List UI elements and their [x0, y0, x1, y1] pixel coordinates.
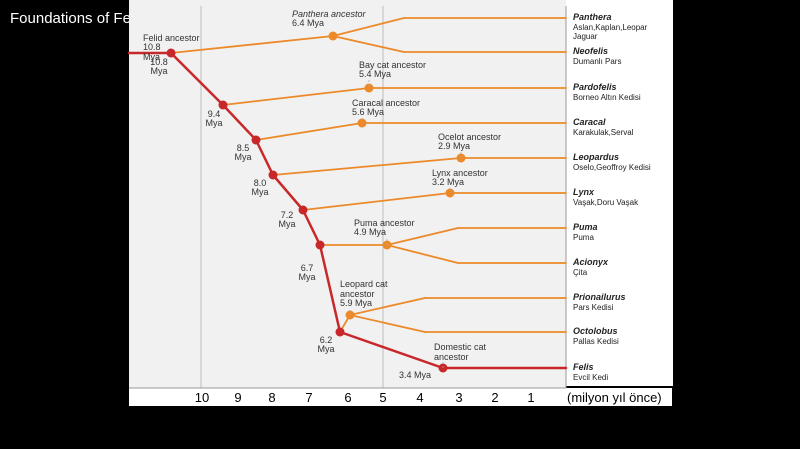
node-felid	[166, 48, 176, 58]
node-baycat	[364, 83, 374, 93]
node-mya-panthera: 6.4 Mya	[292, 18, 324, 28]
axis-tick-3: 3	[455, 390, 462, 405]
node-n80	[268, 170, 278, 180]
branch-panthera-up	[332, 17, 405, 37]
tip-common-acionyx: Çita	[573, 268, 588, 277]
node-mya-lynx: 3.2 Mya	[432, 177, 464, 187]
tip-genus-panthera: Panthera	[573, 12, 612, 22]
backbone-branch	[271, 173, 305, 212]
node-mya-n72: 7.2 Mya	[278, 210, 295, 229]
node-mya-n67: 6.7 Mya	[298, 263, 315, 282]
node-mya-leopardcat: 5.9 Mya	[340, 298, 372, 308]
backbone-branch	[169, 51, 225, 107]
plot-background	[129, 0, 566, 388]
node-label-baycat: Bay cat ancestor	[359, 60, 426, 70]
node-label-felid: Felid ancestor	[143, 33, 200, 43]
node-mya-n85: 8.5 Mya	[234, 143, 251, 162]
node-mya-ocelot: 2.9 Mya	[438, 141, 470, 151]
axis-tick-6: 6	[344, 390, 351, 405]
tip-common-pardofelis: Borneo Altın Kedisi	[573, 93, 641, 102]
tip-common-octolobus: Pallas Kedisi	[573, 337, 619, 346]
branch-panthera-down	[332, 35, 405, 53]
node-mya-felid: 10.8 Mya	[143, 42, 161, 62]
node-mya-puma: 4.9 Mya	[354, 227, 386, 237]
branch-leopardcat-up	[349, 297, 426, 316]
branch-felid-panthera	[170, 35, 334, 54]
branch-ocelot	[272, 157, 462, 176]
tip-common-felis: Evcil Kedi	[573, 373, 608, 382]
axis-tick-8: 8	[268, 390, 275, 405]
branch-domestic	[338, 330, 445, 370]
axis-tick-5: 5	[379, 390, 386, 405]
tip-common-puma: Puma	[573, 233, 594, 242]
node-n62	[335, 327, 345, 337]
tip-genus-neofelis: Neofelis	[573, 46, 608, 56]
node-panthera	[328, 31, 338, 41]
axis-tick-9: 9	[234, 390, 241, 405]
tip-common-neofelis: Dumanlı Pars	[573, 57, 621, 66]
tip-genus-octolobus: Octolobus	[573, 326, 618, 336]
node-label-lynx: Lynx ancestor	[432, 168, 488, 178]
node-n94	[218, 100, 228, 110]
node-n72	[298, 205, 308, 215]
tip-common-prionailurus: Pars Kedisi	[573, 303, 614, 312]
node-mya-caracal: 5.6 Mya	[352, 107, 384, 117]
axis-tick-10: 10	[195, 390, 209, 405]
tip-common-panthera: Aslan,Kaplan,Leopar Jaguar	[573, 23, 648, 41]
node-label-caracal: Caracal ancestor	[352, 98, 420, 108]
tip-genus-leopardus: Leopardus	[573, 152, 619, 162]
node-label-puma: Puma ancestor	[354, 218, 415, 228]
branch-leopardcat-down	[349, 314, 426, 333]
node-label-panthera: Panthera ancestor	[292, 9, 367, 19]
tip-genus-caracal: Caracal	[573, 117, 606, 127]
node-mya-felid: 10.8 Mya	[150, 57, 168, 76]
backbone-branch	[301, 208, 322, 247]
node-mya-n94: 9.4 Mya	[205, 109, 222, 128]
node-label-domestic: Domestic cat ancestor	[434, 342, 487, 362]
tip-genus-pardofelis: Pardofelis	[573, 82, 617, 92]
node-mya-n80: 8.0 Mya	[251, 178, 268, 197]
label-panel	[566, 0, 673, 386]
axis-unit-label: (milyon yıl önce)	[567, 390, 662, 405]
branch-lynx-node	[302, 192, 451, 211]
node-label-leopardcat: Leopard cat ancestor	[340, 279, 388, 299]
node-mya-n62: 6.2 Mya	[317, 335, 334, 354]
node-mya-baycat: 5.4 Mya	[359, 69, 391, 79]
tip-common-leopardus: Oselo,Geoffroy Kedisi	[573, 163, 651, 172]
backbone-branch	[221, 103, 258, 142]
node-mya-domestic: 3.4 Mya	[399, 370, 431, 380]
axis-tick-7: 7	[305, 390, 312, 405]
tip-genus-puma: Puma	[573, 222, 598, 232]
node-n67	[315, 240, 325, 250]
tip-genus-lynx: Lynx	[573, 187, 595, 197]
branch-baycat	[222, 87, 370, 106]
branch-puma-up	[386, 227, 459, 246]
tip-genus-acionyx: Acionyx	[572, 257, 609, 267]
backbone-branch	[254, 138, 275, 177]
axis-tick-2: 2	[491, 390, 498, 405]
axis-tick-1: 1	[527, 390, 534, 405]
node-label-ocelot: Ocelot ancestor	[438, 132, 501, 142]
branch-puma-down	[386, 244, 459, 264]
tip-common-lynx: Vaşak,Doru Vaşak	[573, 198, 639, 207]
tip-genus-prionailurus: Prionailurus	[573, 292, 626, 302]
branch-caracal-node	[255, 122, 363, 141]
axis-tick-4: 4	[416, 390, 423, 405]
backbone-branch	[318, 243, 342, 334]
node-n85	[251, 135, 261, 145]
tip-common-caracal: Karakulak,Serval	[573, 128, 634, 137]
tip-genus-felis: Felis	[573, 362, 594, 372]
axis-strip	[129, 388, 672, 406]
